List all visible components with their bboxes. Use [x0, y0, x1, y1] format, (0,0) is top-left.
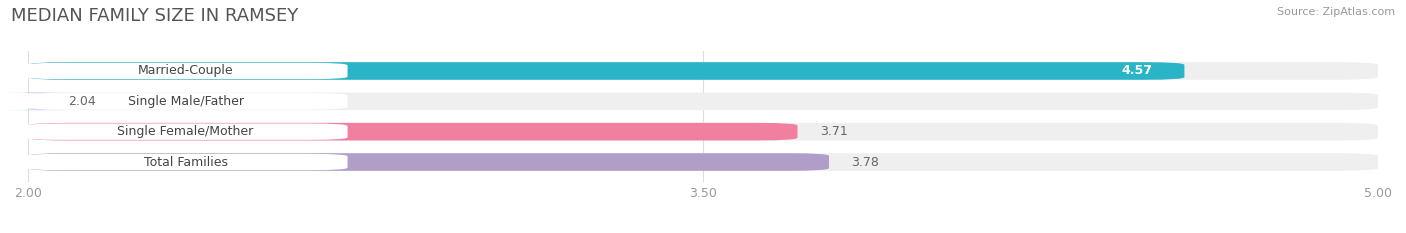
FancyBboxPatch shape [6, 93, 69, 110]
Text: MEDIAN FAMILY SIZE IN RAMSEY: MEDIAN FAMILY SIZE IN RAMSEY [11, 7, 298, 25]
Text: 3.71: 3.71 [820, 125, 848, 138]
Text: Married-Couple: Married-Couple [138, 65, 233, 78]
FancyBboxPatch shape [24, 154, 347, 170]
FancyBboxPatch shape [28, 123, 797, 140]
Text: Single Female/Mother: Single Female/Mother [118, 125, 253, 138]
FancyBboxPatch shape [24, 93, 347, 110]
Text: 2.04: 2.04 [69, 95, 97, 108]
FancyBboxPatch shape [28, 62, 1378, 80]
FancyBboxPatch shape [28, 62, 1184, 80]
Text: Total Families: Total Families [143, 155, 228, 168]
FancyBboxPatch shape [28, 153, 1378, 171]
Text: Single Male/Father: Single Male/Father [128, 95, 243, 108]
FancyBboxPatch shape [24, 123, 347, 140]
Text: 3.78: 3.78 [852, 155, 879, 168]
Text: Source: ZipAtlas.com: Source: ZipAtlas.com [1277, 7, 1395, 17]
FancyBboxPatch shape [28, 153, 830, 171]
FancyBboxPatch shape [28, 93, 1378, 110]
FancyBboxPatch shape [28, 123, 1378, 140]
FancyBboxPatch shape [24, 63, 347, 79]
Text: 4.57: 4.57 [1122, 65, 1153, 78]
